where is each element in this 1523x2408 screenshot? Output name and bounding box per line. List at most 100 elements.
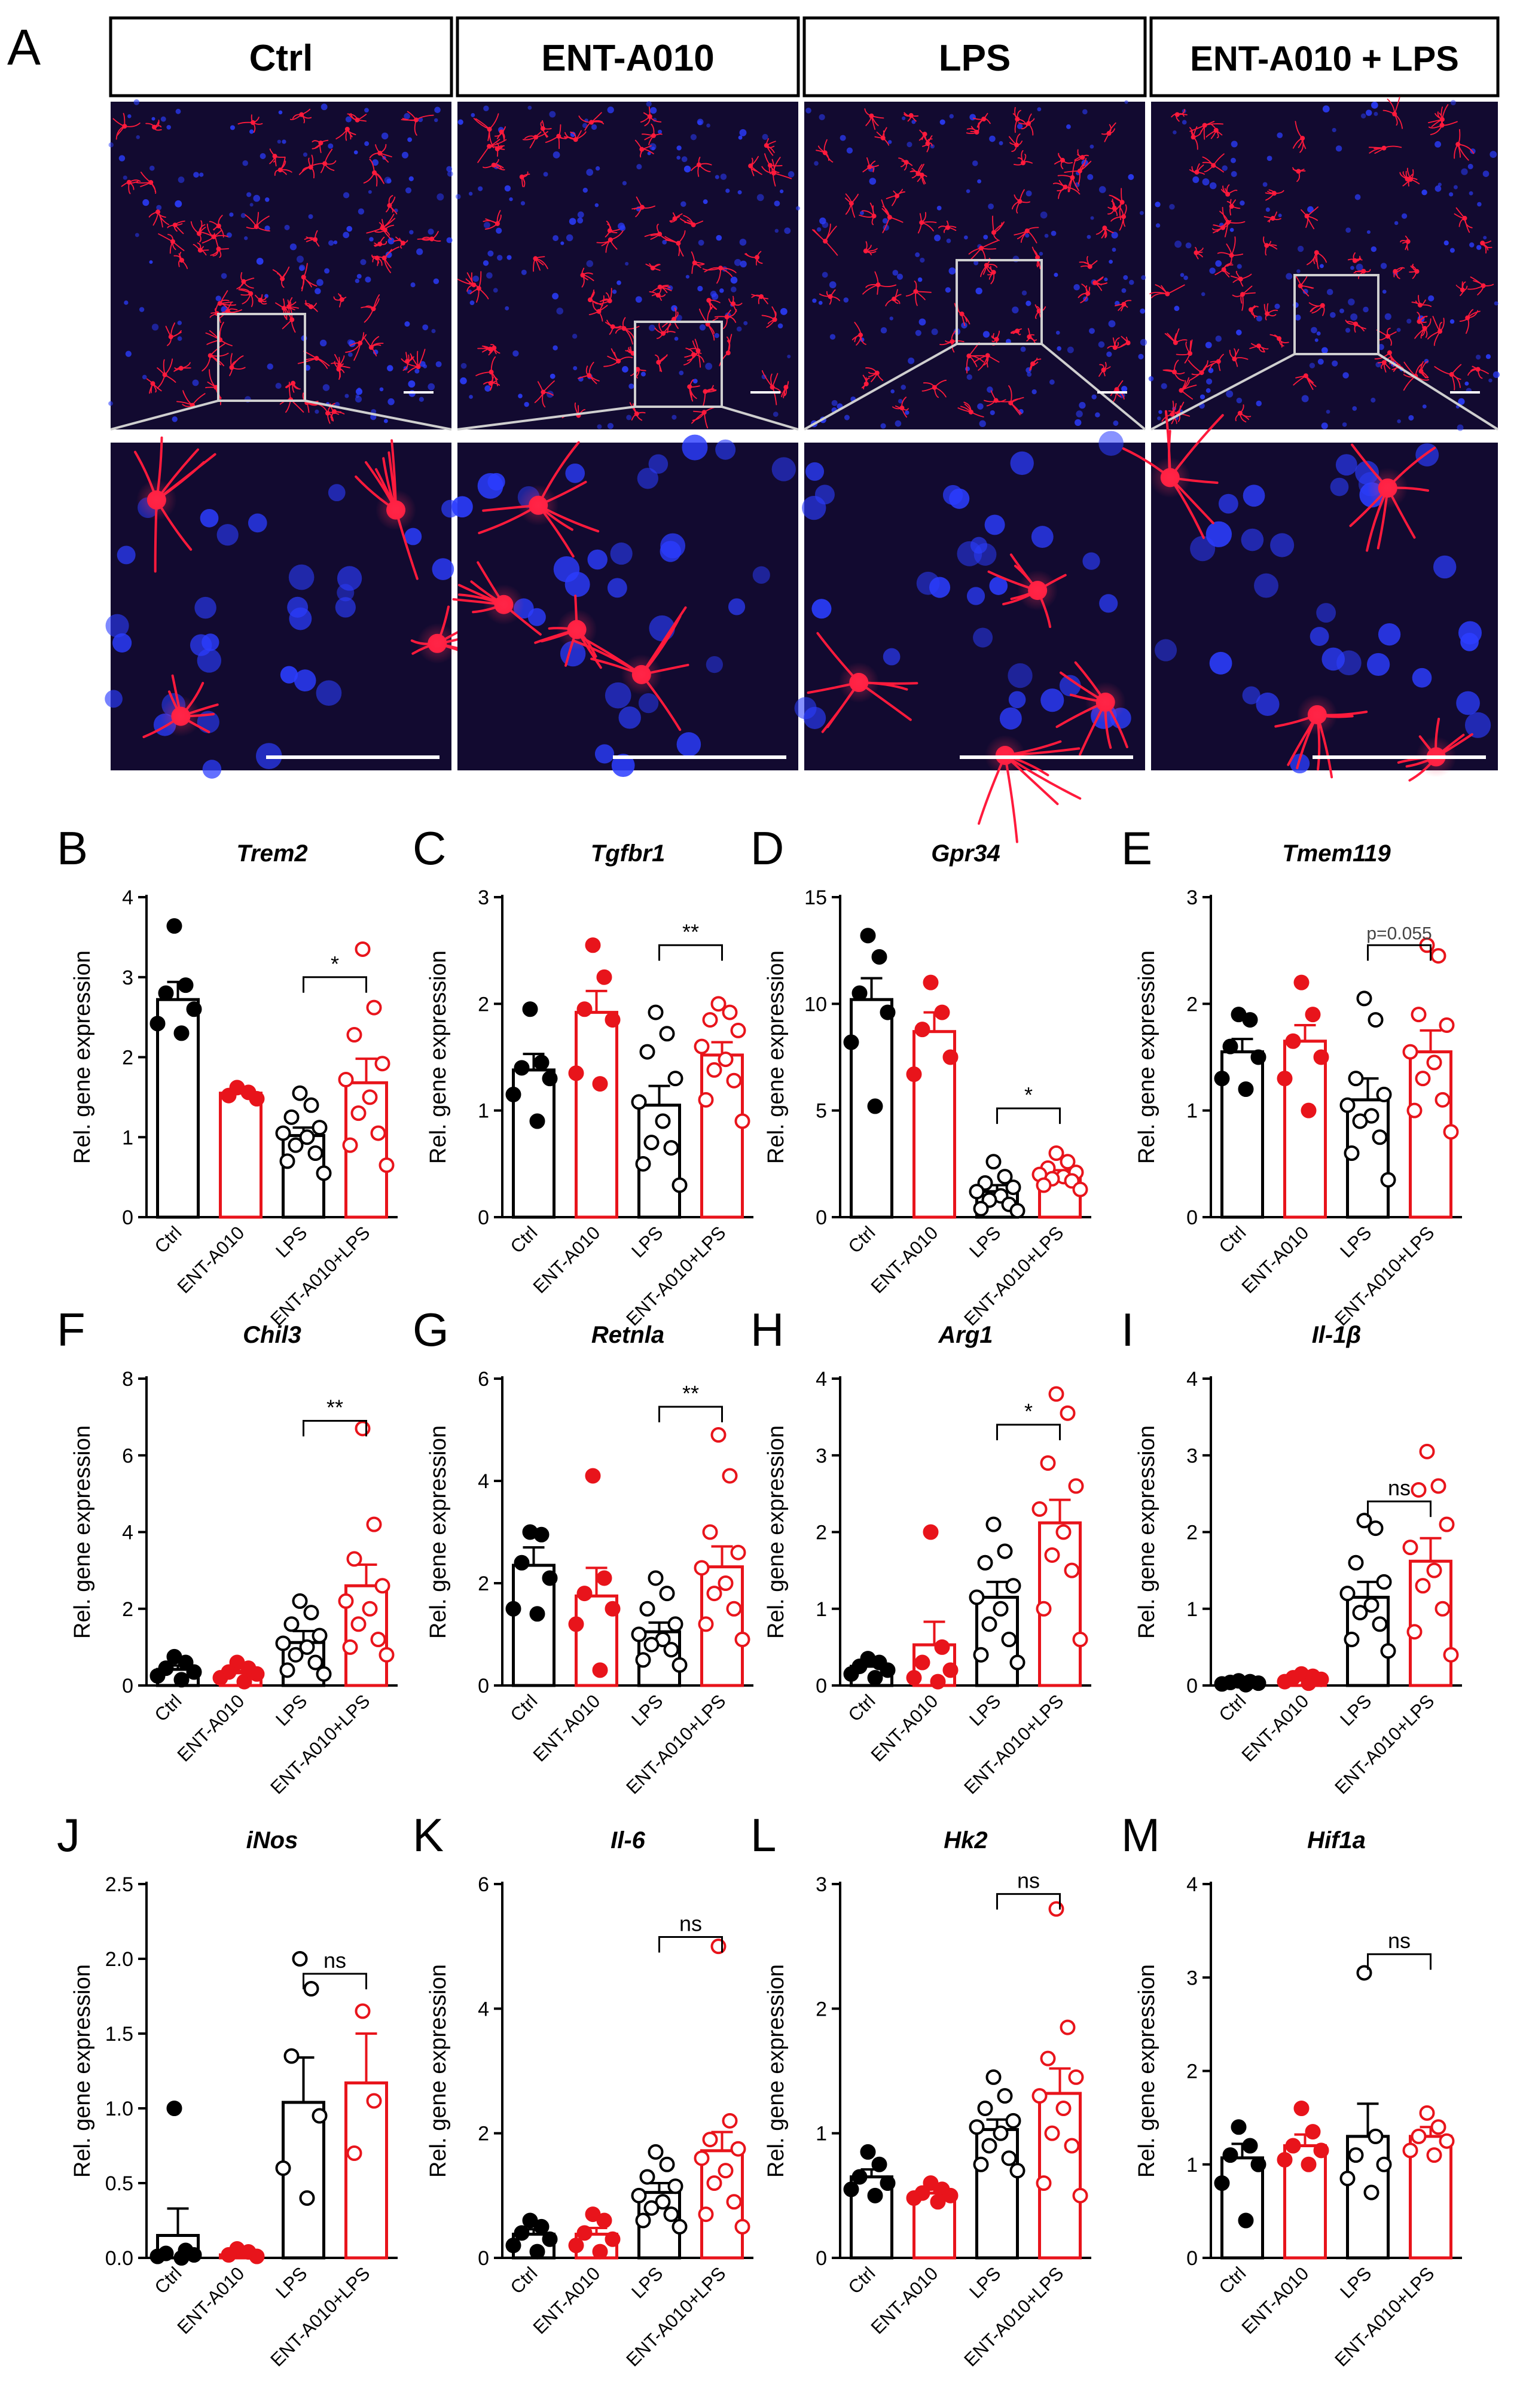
nucleus	[117, 545, 136, 565]
nucleus	[484, 385, 492, 392]
data-point	[648, 1004, 664, 1020]
data-point	[186, 1664, 202, 1680]
nucleus	[756, 194, 764, 202]
nucleus	[172, 416, 178, 422]
data-point	[1415, 1578, 1431, 1594]
nucleus	[1254, 573, 1278, 598]
nucleus	[737, 190, 742, 195]
nucleus	[1296, 269, 1301, 273]
nucleus	[1321, 347, 1328, 354]
microglia-cell	[334, 361, 345, 380]
nucleus	[249, 129, 254, 134]
nucleus	[1025, 300, 1031, 306]
microglia-cell	[142, 674, 219, 739]
data-point	[529, 2244, 545, 2260]
nucleus	[1240, 200, 1245, 206]
nucleus	[353, 150, 358, 155]
microglia-cell	[1179, 377, 1197, 400]
y-tick-label: 2.0	[105, 1948, 133, 1971]
panel-letter: E	[1121, 822, 1152, 874]
microglia-cell	[534, 595, 602, 669]
nucleus	[822, 272, 828, 278]
y-tick-label: 1	[816, 1598, 827, 1621]
microglia-cell	[1194, 246, 1204, 260]
microglia-cell	[578, 112, 605, 131]
y-axis-label: Rel. gene expression	[1134, 1964, 1159, 2178]
y-tick-label: 8	[122, 1368, 133, 1391]
microglia-cell	[1459, 309, 1481, 334]
data-point	[1426, 1054, 1442, 1071]
nucleus	[1010, 451, 1034, 475]
microglia-cell	[410, 605, 478, 664]
microglia-cell	[1269, 334, 1289, 348]
nucleus	[1469, 242, 1475, 248]
nucleus	[447, 170, 453, 177]
nucleus	[595, 166, 600, 171]
data-point	[1214, 2175, 1230, 2191]
nucleus	[573, 366, 578, 371]
nucleus	[553, 235, 559, 242]
data-point	[648, 2144, 664, 2160]
nucleus	[487, 473, 505, 491]
nucleus	[898, 398, 903, 404]
nucleus	[560, 241, 564, 245]
nucleus	[1350, 313, 1358, 321]
nucleus	[948, 267, 956, 275]
data-point	[1411, 1007, 1427, 1023]
microglia-cell	[812, 223, 838, 256]
microglia-cell	[533, 256, 548, 272]
chart-title: iNos	[246, 1827, 298, 1854]
significance-bracket	[658, 1936, 723, 1953]
nucleus	[628, 383, 634, 389]
nucleus	[139, 307, 145, 312]
data-point	[973, 1200, 989, 1217]
nucleus	[379, 387, 384, 392]
data-point	[221, 1087, 237, 1104]
nucleus	[805, 462, 825, 481]
bar-ctrl	[1220, 2156, 1264, 2260]
nucleus	[315, 288, 321, 295]
bar-ent-a010-lps	[1409, 1559, 1452, 1687]
nucleus	[1437, 182, 1442, 187]
data-point	[303, 1605, 319, 1621]
nucleus	[428, 383, 435, 391]
y-tick-label: 6	[122, 1444, 133, 1467]
data-point	[279, 1153, 295, 1169]
nucleus	[1082, 552, 1100, 570]
microglia-cell	[366, 214, 396, 240]
zoom-guide-line	[1150, 353, 1295, 431]
data-point	[346, 1027, 362, 1043]
data-point	[236, 1674, 252, 1690]
nucleus	[1231, 171, 1237, 177]
nucleus	[275, 383, 282, 389]
nucleus	[1161, 383, 1167, 389]
data-point	[355, 1421, 371, 1437]
nucleus	[308, 214, 313, 220]
data-point	[667, 1071, 683, 1087]
microglia-cell	[1265, 189, 1284, 201]
microglia-cell	[1292, 167, 1306, 182]
microglia-cell	[1018, 113, 1035, 136]
microglia-cell	[540, 120, 552, 138]
nucleus	[736, 326, 742, 332]
nucleus	[594, 203, 599, 208]
microglia-cell	[819, 289, 840, 305]
data-point	[643, 2200, 660, 2216]
nucleus	[1332, 127, 1336, 133]
data-point	[672, 1177, 688, 1193]
data-point	[710, 1427, 727, 1443]
microglia-cell	[1345, 319, 1366, 333]
nucleus	[135, 233, 139, 237]
data-point	[292, 1593, 308, 1609]
zoom-inset-box	[217, 313, 306, 402]
nucleus	[521, 269, 527, 275]
nucleus	[699, 324, 706, 331]
nucleus	[1205, 342, 1212, 349]
micrograph-overview-3-background	[1151, 102, 1498, 429]
nucleus	[296, 255, 304, 263]
nucleus	[1148, 376, 1154, 382]
y-tick-label: 1	[1186, 1598, 1198, 1621]
data-point	[977, 2101, 993, 2116]
data-point	[542, 2231, 558, 2247]
nucleus	[1449, 319, 1455, 324]
